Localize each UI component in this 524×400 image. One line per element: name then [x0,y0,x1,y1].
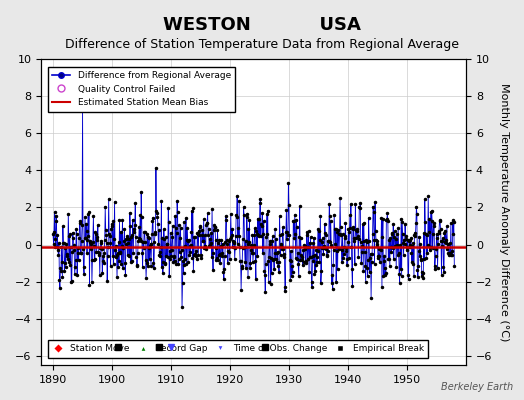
Y-axis label: Monthly Temperature Anomaly Difference (°C): Monthly Temperature Anomaly Difference (… [499,83,509,341]
Text: Difference of Station Temperature Data from Regional Average: Difference of Station Temperature Data f… [65,38,459,51]
Text: Berkeley Earth: Berkeley Earth [441,382,514,392]
Legend: Station Move, Record Gap, Time of Obs. Change, Empirical Break: Station Move, Record Gap, Time of Obs. C… [48,340,428,358]
Text: WESTON           USA: WESTON USA [163,16,361,34]
